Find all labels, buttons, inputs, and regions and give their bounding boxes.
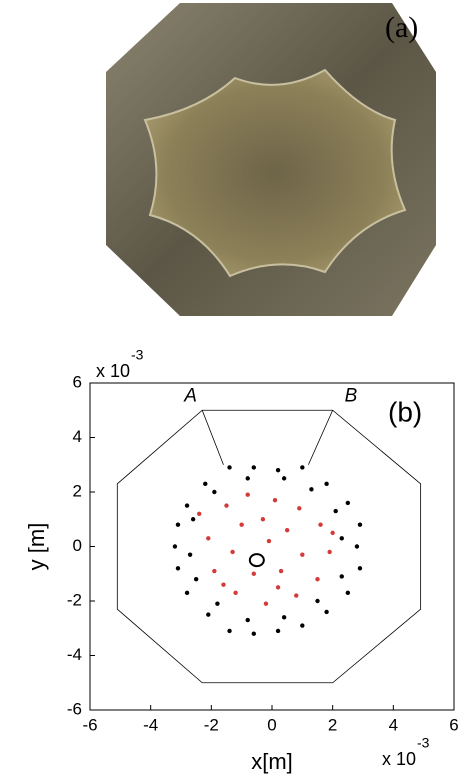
scatter-point xyxy=(276,585,280,589)
scatter-point xyxy=(185,503,189,507)
scatter-point xyxy=(300,465,304,469)
scatter-point xyxy=(282,476,286,480)
y-exponent-power: -3 xyxy=(131,347,144,363)
scatter-point xyxy=(346,591,350,595)
slit-line xyxy=(308,410,332,465)
scatter-point xyxy=(203,482,207,486)
x-tick-label: -4 xyxy=(143,715,158,734)
scatter-point xyxy=(294,593,298,597)
scatter-point xyxy=(227,629,231,633)
x-tick-label: 6 xyxy=(449,715,458,734)
scatter-point xyxy=(334,509,338,513)
scatter-point xyxy=(327,550,331,554)
scatter-point xyxy=(252,465,256,469)
photo xyxy=(106,3,436,316)
scatter-point xyxy=(206,536,210,540)
scatter-point xyxy=(318,523,322,527)
scatter-point xyxy=(340,536,344,540)
scatter-point xyxy=(188,552,192,556)
scatter-point xyxy=(252,572,256,576)
slit-line xyxy=(202,410,223,465)
scatter-point xyxy=(264,602,268,606)
scatter-point xyxy=(261,517,265,521)
scatter-point xyxy=(324,610,328,614)
scatter-point xyxy=(300,552,304,556)
y-axis-label: y [m] xyxy=(24,523,49,571)
scatter-point xyxy=(233,591,237,595)
scatter-point xyxy=(194,577,198,581)
scatter-point xyxy=(346,501,350,505)
scatter-point xyxy=(185,591,189,595)
scatter-point xyxy=(276,629,280,633)
scatter-point xyxy=(224,503,228,507)
scatter-point xyxy=(252,632,256,636)
scatter-point xyxy=(276,468,280,472)
scatter-point xyxy=(282,615,286,619)
origin-marker xyxy=(250,554,264,566)
figure: (a) -6-4-20246-6-4-20246AB(b)x 10-3x 10-… xyxy=(0,0,461,780)
scatter-point xyxy=(230,550,234,554)
chamber-outline xyxy=(117,410,420,683)
scatter-point xyxy=(267,539,271,543)
scatter-point xyxy=(221,582,225,586)
scatter-point xyxy=(191,517,195,521)
scatter-point xyxy=(215,602,219,606)
x-tick-label: 0 xyxy=(267,715,276,734)
scatter-point xyxy=(297,506,301,510)
corner-label: A xyxy=(183,385,197,406)
scatter-point xyxy=(246,476,250,480)
x-tick-label: 2 xyxy=(328,715,337,734)
scatter-point xyxy=(285,528,289,532)
y-tick-label: 4 xyxy=(73,427,82,446)
y-tick-label: 0 xyxy=(73,536,82,555)
scatter-point xyxy=(273,498,277,502)
x-exponent-power: -3 xyxy=(417,735,430,751)
scatter-point xyxy=(227,465,231,469)
scatter-point xyxy=(358,566,362,570)
corner-label: B xyxy=(345,385,358,406)
x-axis-label: x[m] xyxy=(251,749,293,774)
scatter-point xyxy=(358,523,362,527)
y-tick-label: 6 xyxy=(73,372,82,391)
y-exponent: x 10 xyxy=(96,361,130,381)
scatter-point xyxy=(309,487,313,491)
scatter-point xyxy=(315,577,319,581)
scatter-point xyxy=(246,618,250,622)
x-exponent: x 10 xyxy=(382,749,416,769)
scatter-point xyxy=(315,599,319,603)
scatter-point xyxy=(340,574,344,578)
plot-frame xyxy=(90,383,454,710)
x-tick-label: -6 xyxy=(82,715,97,734)
y-tick-label: 2 xyxy=(73,481,82,500)
scatter-point xyxy=(355,544,359,548)
x-tick-label: 4 xyxy=(389,715,398,734)
scatter-point xyxy=(300,623,304,627)
y-tick-label: -4 xyxy=(67,645,82,664)
y-tick-label: -2 xyxy=(67,590,82,609)
scatter-point xyxy=(176,566,180,570)
y-tick-label: -6 xyxy=(67,699,82,718)
panel-label: (b) xyxy=(388,396,422,427)
x-tick-label: -2 xyxy=(204,715,219,734)
scatter-point xyxy=(173,544,177,548)
scatter-point xyxy=(279,569,283,573)
scatter-point xyxy=(176,523,180,527)
scatter-point xyxy=(197,512,201,516)
scatter-point xyxy=(246,493,250,497)
panel-label: (a) xyxy=(385,11,418,44)
scatter-point xyxy=(330,531,334,535)
scatter-point xyxy=(206,612,210,616)
scatter-point xyxy=(239,523,243,527)
scatter-point xyxy=(212,569,216,573)
scatter-point xyxy=(212,490,216,494)
scatter-point xyxy=(324,482,328,486)
